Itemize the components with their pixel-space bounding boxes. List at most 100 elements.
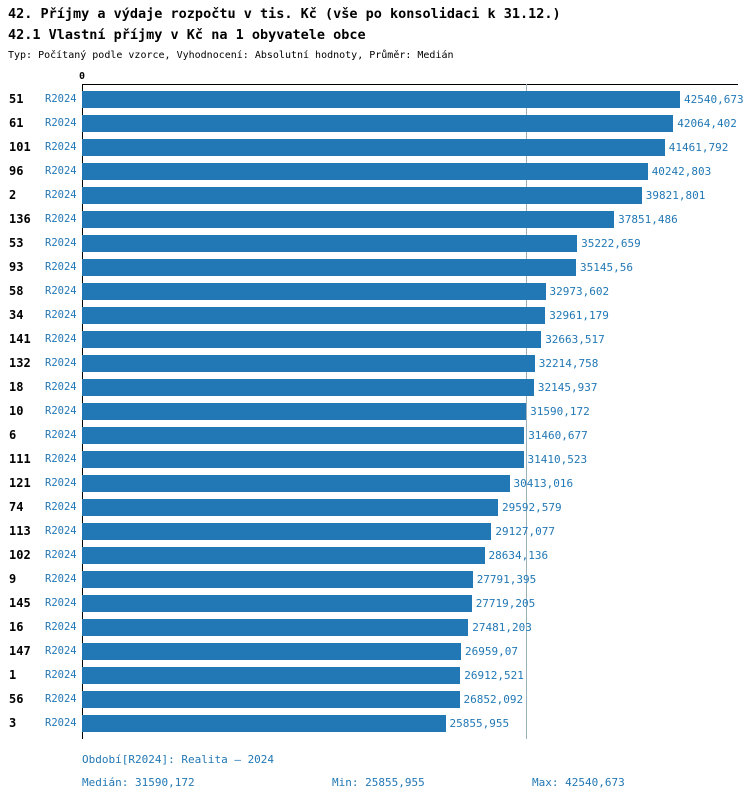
chart-row: 6 R2024 31460,677 xyxy=(8,423,742,447)
bar xyxy=(82,306,546,324)
row-category-label: 93 xyxy=(9,260,24,274)
row-category-label: 2 xyxy=(9,188,17,202)
chart-row: 56 R2024 26852,092 xyxy=(8,687,742,711)
bar xyxy=(82,570,473,588)
footer-max: Max: 42540,673 xyxy=(532,776,625,789)
bar-track: 37851,486 xyxy=(82,210,742,228)
bar-track: 41461,792 xyxy=(82,138,742,156)
bar-track: 32973,602 xyxy=(82,282,742,300)
bar-track: 29592,579 xyxy=(82,498,742,516)
chart-subtitle: 42.1 Vlastní příjmy v Kč na 1 obyvatele … xyxy=(8,27,366,43)
row-series-label: R2024 xyxy=(45,621,77,633)
row-category-label: 58 xyxy=(9,284,24,298)
chart-row: 53 R2024 35222,659 xyxy=(8,231,742,255)
bar-track: 31590,172 xyxy=(82,402,742,420)
bar-value-label: 29127,077 xyxy=(495,524,555,538)
bar xyxy=(82,162,648,180)
row-series-label: R2024 xyxy=(45,381,77,393)
bar-value-label: 32145,937 xyxy=(537,380,598,394)
bar xyxy=(82,282,546,300)
row-category-label: 102 xyxy=(9,548,31,562)
row-category-label: 132 xyxy=(9,356,31,370)
footer-min: Min: 25855,955 xyxy=(332,776,425,789)
row-series-label: R2024 xyxy=(45,189,77,201)
row-series-label: R2024 xyxy=(45,357,77,369)
bar-track: 32961,179 xyxy=(82,306,742,324)
row-category-label: 113 xyxy=(9,524,31,538)
bar-track: 28634,136 xyxy=(82,546,742,564)
row-series-label: R2024 xyxy=(45,117,77,129)
row-series-label: R2024 xyxy=(45,93,77,105)
chart-row: 113 R2024 29127,077 xyxy=(8,519,742,543)
bar-value-label: 25855,955 xyxy=(449,716,510,730)
bar-value-label: 26852,092 xyxy=(463,692,524,706)
x-axis-line xyxy=(82,84,738,85)
chart-row: 145 R2024 27719,205 xyxy=(8,591,742,615)
bar-track: 40242,803 xyxy=(82,162,742,180)
bar xyxy=(82,618,469,636)
row-category-label: 61 xyxy=(9,116,24,130)
bar-value-label: 35145,56 xyxy=(580,260,633,274)
row-category-label: 51 xyxy=(9,92,24,106)
bar-value-label: 42064,402 xyxy=(677,116,737,130)
bar xyxy=(82,186,642,204)
bar-track: 32145,937 xyxy=(82,378,742,396)
chart-row: 18 R2024 32145,937 xyxy=(8,375,742,399)
bar xyxy=(82,498,498,516)
bar-chart: 0 51 R2024 42540,673 61 R2024 42064,402 101 R20… xyxy=(8,71,744,739)
bar-value-label: 35222,659 xyxy=(581,236,641,250)
row-series-label: R2024 xyxy=(45,141,77,153)
chart-row: 61 R2024 42064,402 xyxy=(8,111,742,135)
bar-value-label: 26959,07 xyxy=(465,644,518,658)
bar-track: 26959,07 xyxy=(82,642,742,660)
row-series-label: R2024 xyxy=(45,261,77,273)
bar-track: 42064,402 xyxy=(82,114,742,132)
row-category-label: 141 xyxy=(9,332,31,346)
bar-value-label: 31410,523 xyxy=(527,452,588,466)
bar xyxy=(82,666,461,684)
row-category-label: 56 xyxy=(9,692,24,706)
row-series-label: R2024 xyxy=(45,477,77,489)
chart-row: 10 R2024 31590,172 xyxy=(8,399,742,423)
chart-row: 141 R2024 32663,517 xyxy=(8,327,742,351)
row-category-label: 9 xyxy=(9,572,17,586)
bar-track: 27791,395 xyxy=(82,570,742,588)
chart-meta-info: Typ: Počítaný podle vzorce, Vyhodnocení:… xyxy=(8,50,454,61)
bar-value-label: 31590,172 xyxy=(530,404,590,418)
row-category-label: 53 xyxy=(9,236,24,250)
bar-track: 35145,56 xyxy=(82,258,742,276)
bar xyxy=(82,138,665,156)
bar-track: 32214,758 xyxy=(82,354,742,372)
bar-value-label: 42540,673 xyxy=(684,92,744,106)
row-category-label: 6 xyxy=(9,428,17,442)
bar-value-label: 37851,486 xyxy=(618,212,678,226)
row-series-label: R2024 xyxy=(45,285,77,297)
bar xyxy=(82,546,485,564)
row-series-label: R2024 xyxy=(45,549,77,561)
row-series-label: R2024 xyxy=(45,453,77,465)
chart-row: 96 R2024 40242,803 xyxy=(8,159,742,183)
row-category-label: 34 xyxy=(9,308,24,322)
bar-value-label: 31460,677 xyxy=(528,428,588,442)
bar xyxy=(82,594,472,612)
chart-row: 16 R2024 27481,203 xyxy=(8,615,742,639)
row-series-label: R2024 xyxy=(45,237,77,249)
bar-value-label: 32663,517 xyxy=(545,332,605,346)
bar-track: 29127,077 xyxy=(82,522,742,540)
chart-footer: Období[R2024]: Realita – 2024 Medián: 31… xyxy=(82,753,742,789)
bar-value-label: 27791,395 xyxy=(476,572,537,586)
bar xyxy=(82,402,527,420)
bar xyxy=(82,258,576,276)
row-category-label: 10 xyxy=(9,404,24,418)
bar-value-label: 27481,203 xyxy=(472,620,532,634)
bar-value-label: 32961,179 xyxy=(549,308,609,322)
bar xyxy=(82,714,446,732)
chart-row: 74 R2024 29592,579 xyxy=(8,495,742,519)
bar-value-label: 30413,016 xyxy=(513,476,574,490)
row-category-label: 136 xyxy=(9,212,31,226)
bar-value-label: 27719,205 xyxy=(475,596,536,610)
row-category-label: 121 xyxy=(9,476,31,490)
bar-track: 31460,677 xyxy=(82,426,742,444)
chart-row: 58 R2024 32973,602 xyxy=(8,279,742,303)
